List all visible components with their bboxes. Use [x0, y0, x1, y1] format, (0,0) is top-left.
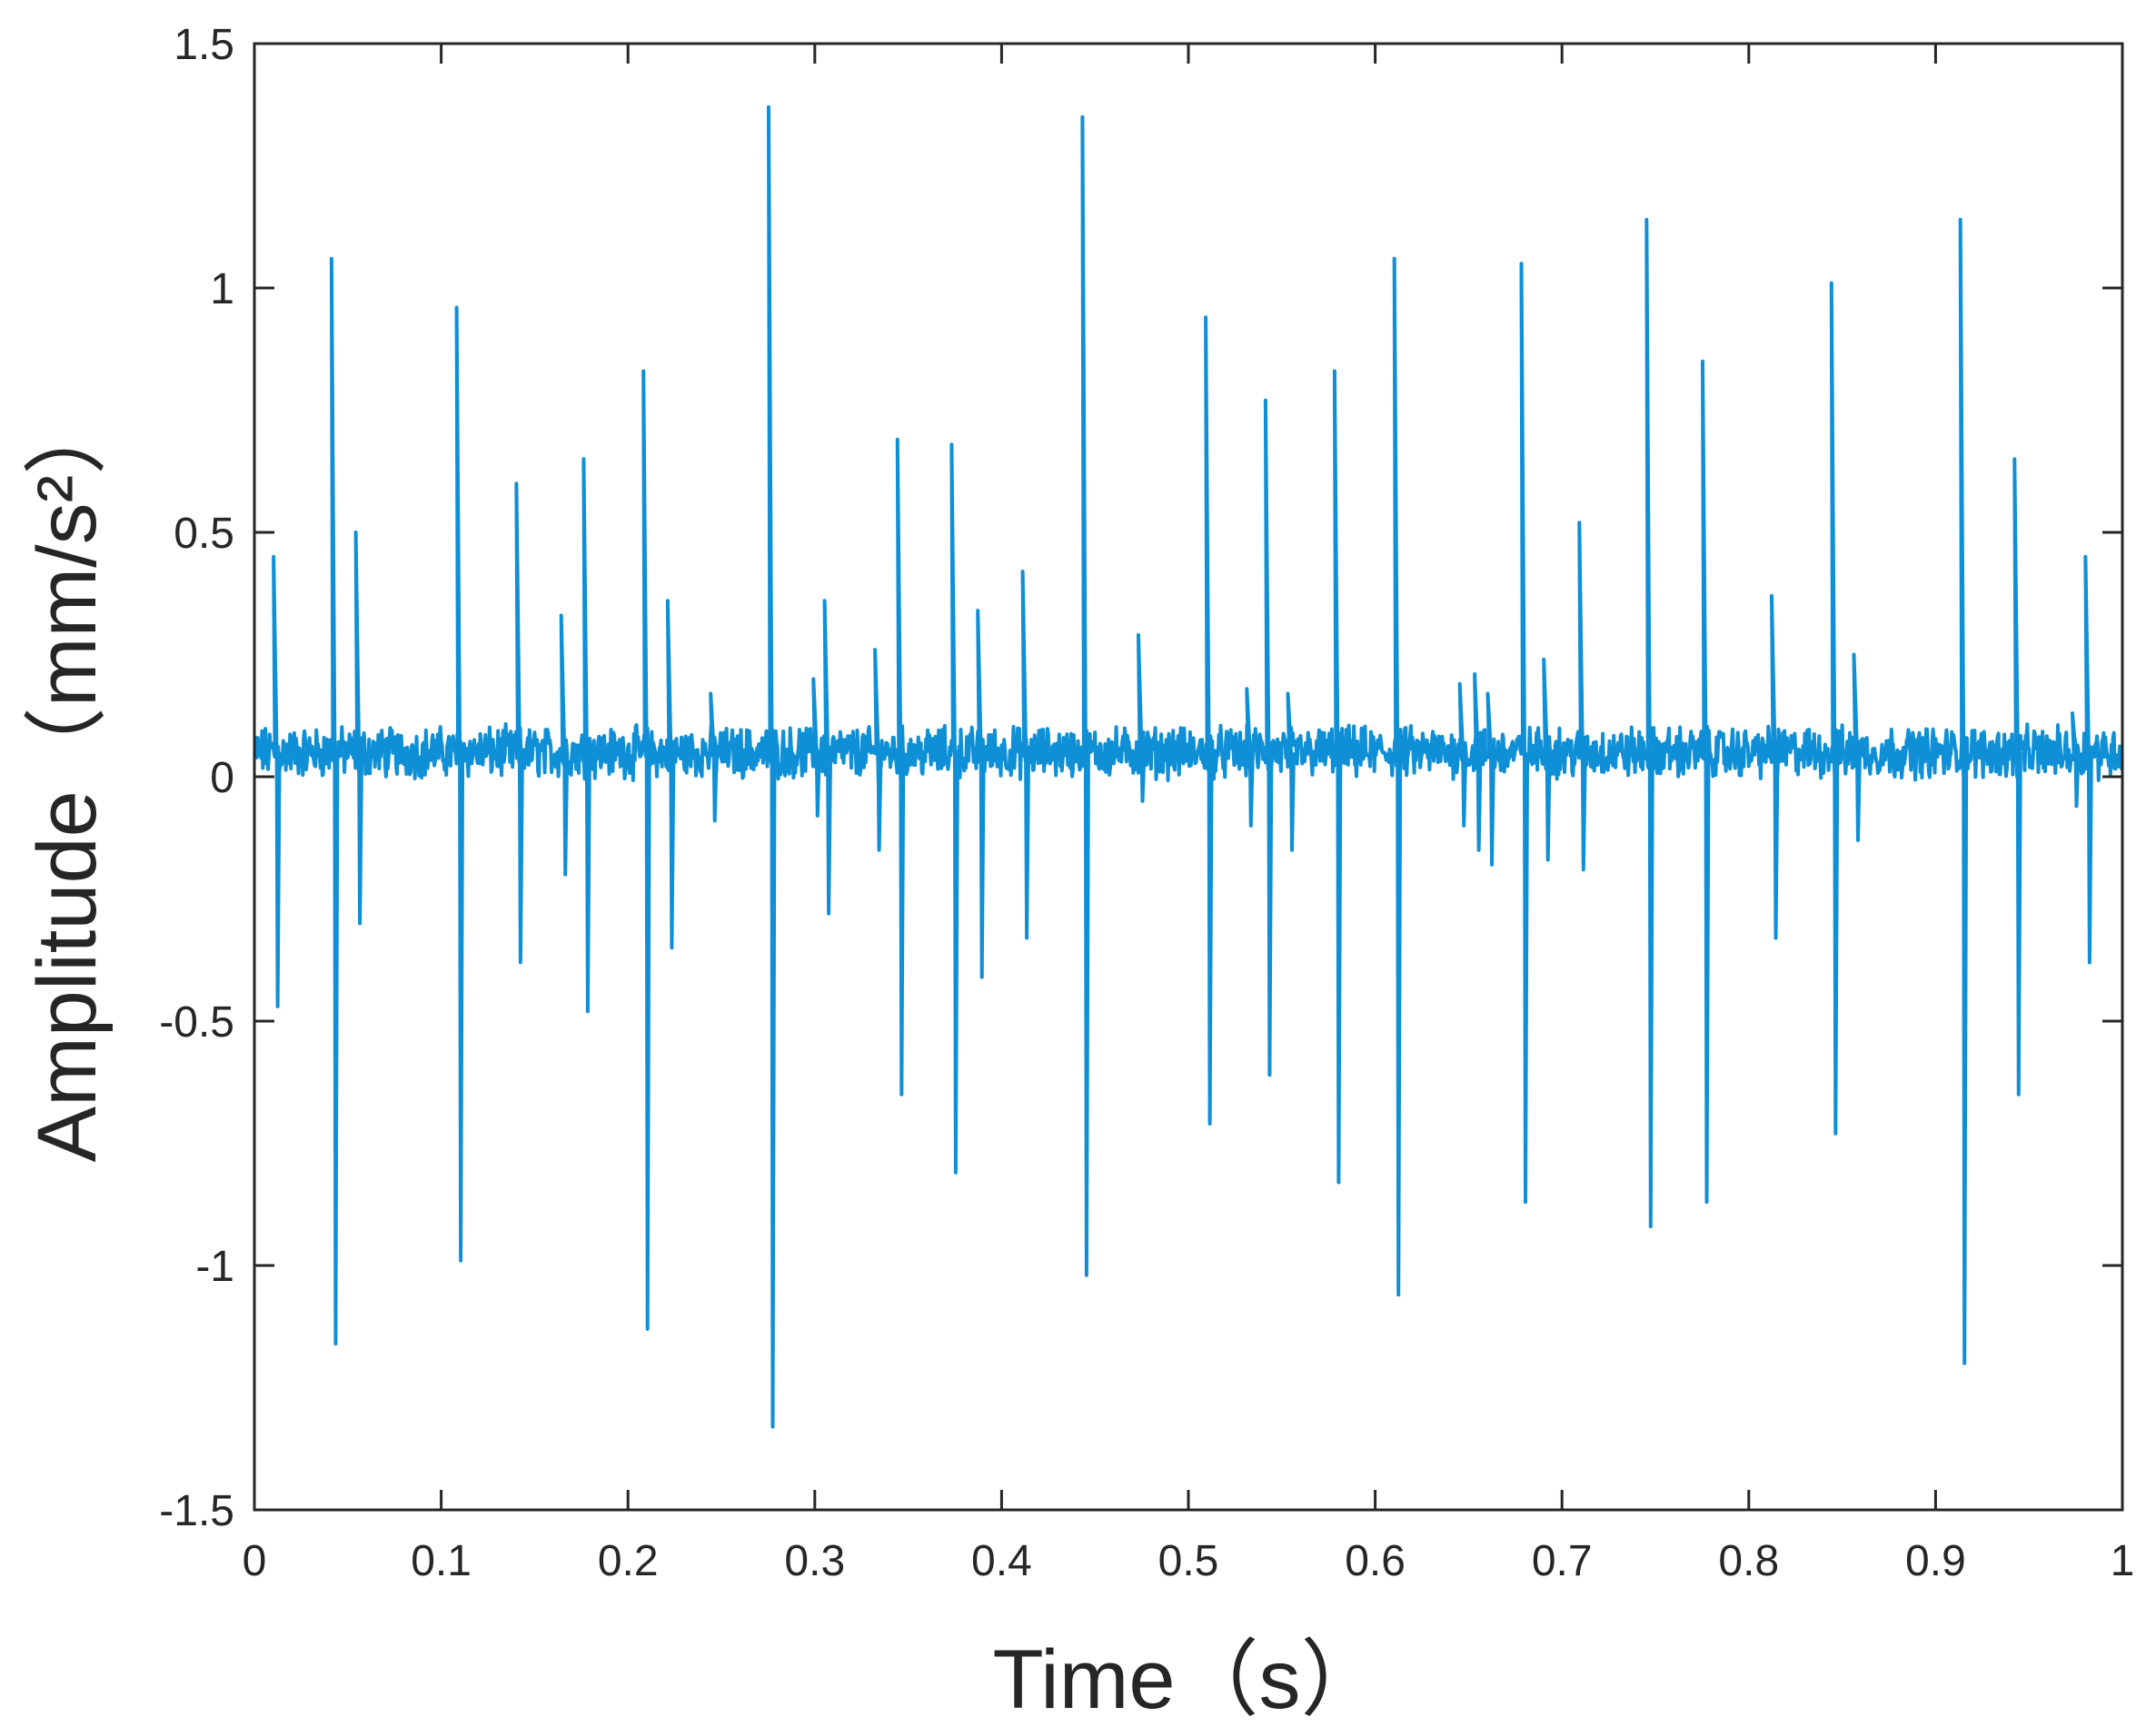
signal-impulse	[559, 613, 570, 877]
signal-impulse	[353, 531, 364, 926]
signal-impulse	[1701, 359, 1711, 1205]
signal-impulse	[1829, 281, 1840, 1136]
x-tick-label: 0.2	[598, 1537, 659, 1585]
x-tick-label: 0.7	[1532, 1537, 1593, 1585]
signal-impulse	[2012, 457, 2022, 1097]
x-tick-label: 0.8	[1718, 1537, 1779, 1585]
signal-impulse	[1332, 369, 1343, 1185]
signal-impulse	[1577, 521, 1587, 872]
signal-impulse	[1473, 672, 1483, 852]
signal-impulse	[1644, 217, 1654, 1228]
signal-impulse	[581, 457, 591, 1014]
y-tick-label: -0.5	[159, 998, 234, 1047]
signal-impulse	[976, 609, 986, 979]
signal-impulse	[895, 437, 906, 1097]
y-tick-label: -1.5	[159, 1487, 234, 1535]
y-tick-label: 1	[210, 265, 234, 313]
y-tick-label: 0	[210, 754, 234, 802]
signal-impulse	[1457, 681, 1468, 828]
signal-impulse	[1137, 633, 1147, 803]
signal-impulse	[454, 305, 465, 1263]
signal-impulse	[767, 104, 777, 1429]
x-axis: 0 0.1 0.2 0.3 0.4 0.5 0.6 0.7 0.8 0.9 1	[243, 44, 2135, 1585]
x-tick-label: 0.9	[1905, 1537, 1966, 1585]
signal-impulse	[641, 369, 651, 1331]
signal-impulse	[2071, 711, 2081, 809]
x-tick-label: 1	[2111, 1537, 2135, 1585]
signal-impulse	[1392, 256, 1403, 1297]
signal-impulse	[1080, 114, 1090, 1277]
x-tick-label: 0.1	[411, 1537, 472, 1585]
signal-impulse	[709, 691, 719, 823]
x-tick-label: 0.4	[971, 1537, 1032, 1585]
signal-impulse	[329, 256, 340, 1346]
signal-impulse	[1204, 315, 1214, 1126]
signal-impulse	[665, 599, 676, 950]
y-axis-label: Amplitude（mm/s²）	[21, 392, 114, 1163]
signal-impulse	[822, 599, 833, 916]
signal-impulse	[1958, 217, 1969, 1365]
signal-impulse	[1286, 691, 1296, 852]
x-tick-label: 0.5	[1158, 1537, 1219, 1585]
signal-impulse	[811, 677, 821, 818]
signal-impulse	[272, 554, 282, 1008]
y-tick-label: -1	[195, 1243, 234, 1291]
signal-impulse	[949, 442, 959, 1175]
x-tick-label: 0.3	[784, 1537, 845, 1585]
x-tick-label: 0	[243, 1537, 267, 1585]
signal-impulse	[1245, 687, 1255, 828]
x-tick-label: 0.6	[1345, 1537, 1406, 1585]
signal-impulse	[1020, 570, 1031, 940]
x-axis-label: Time（s）	[992, 1633, 1384, 1726]
signal-layer	[254, 104, 2122, 1429]
signal-impulse	[1852, 652, 1862, 842]
signal-impulse	[514, 481, 524, 965]
y-axis: -1.5 -1 -0.5 0 0.5 1 1.5	[159, 21, 2122, 1535]
signal-impulse	[1519, 262, 1529, 1205]
y-tick-label: 0.5	[174, 510, 234, 558]
signal-impulse	[1263, 398, 1274, 1077]
y-tick-label: 1.5	[174, 21, 234, 69]
signal-impulse	[1542, 657, 1552, 862]
signal-impulse	[2083, 554, 2093, 965]
signal-impulse	[873, 648, 883, 852]
signal-impulse	[1770, 593, 1780, 940]
signal-impulse	[1485, 691, 1495, 867]
